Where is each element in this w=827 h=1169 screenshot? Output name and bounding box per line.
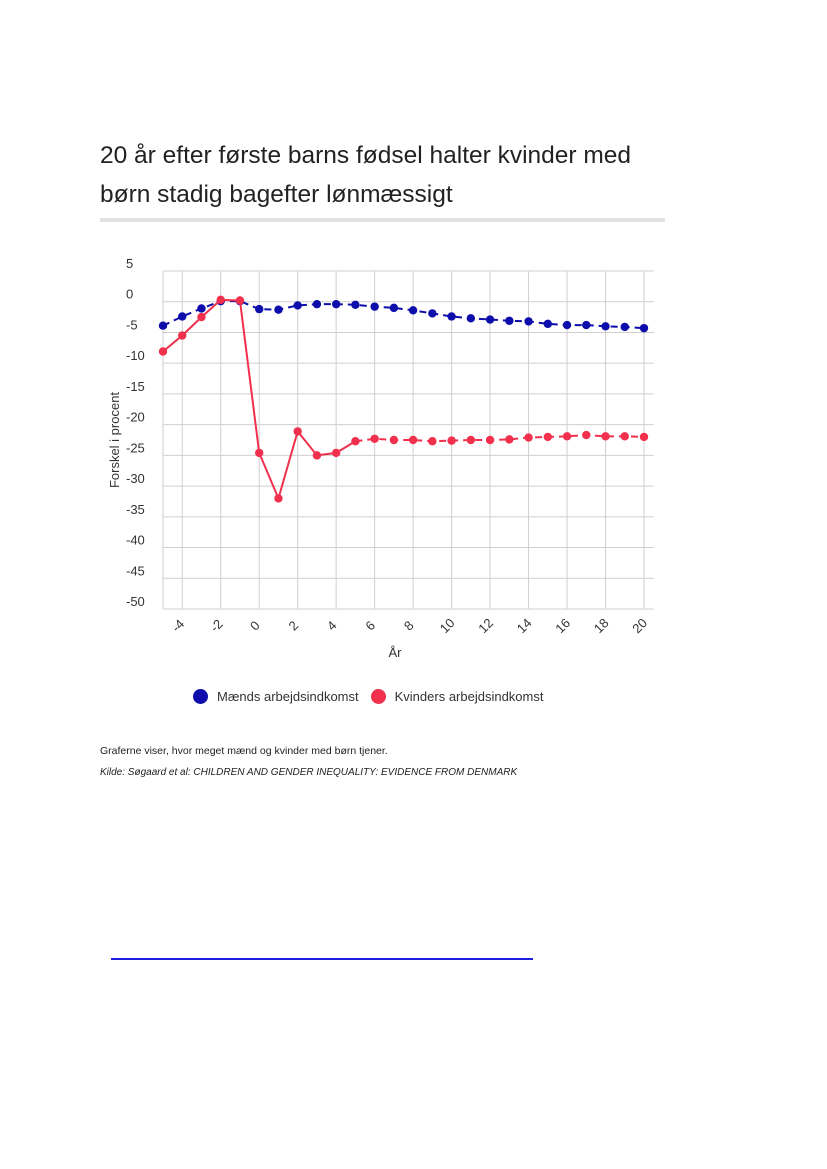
data-point-women	[447, 436, 456, 445]
series-line-men	[162, 300, 645, 330]
data-point-men	[197, 304, 206, 313]
chart-title: 20 år efter første barns fødsel halter k…	[100, 142, 632, 208]
data-point-men	[620, 322, 629, 332]
data-point-women	[312, 451, 322, 460]
y-tick-label: -45	[126, 563, 145, 578]
y-tick-label: -35	[126, 502, 145, 517]
data-point-women	[505, 435, 514, 444]
legend-swatch-women	[370, 689, 386, 704]
data-point-men	[408, 306, 418, 315]
data-point-men	[274, 305, 283, 314]
data-point-men	[293, 301, 302, 310]
data-point-men	[466, 314, 476, 323]
data-point-women	[389, 435, 399, 445]
data-point-women	[466, 435, 476, 445]
data-point-women	[331, 448, 341, 458]
x-tick-label: 0	[247, 618, 263, 634]
data-point-women	[158, 347, 168, 356]
y-tick-labels: 5 0 -5 -10 -15 -20 -25 -30 -35 -40 -45 -50	[126, 256, 145, 609]
data-point-men	[601, 322, 610, 331]
y-tick-label: -50	[126, 594, 145, 609]
y-tick-label: -30	[126, 471, 145, 486]
data-point-women	[216, 295, 225, 305]
data-point-women	[543, 432, 552, 442]
x-tick-label: 18	[591, 615, 612, 636]
data-point-women	[197, 312, 206, 322]
y-tick-label: 0	[126, 287, 133, 302]
x-tick-label: 10	[437, 615, 458, 636]
y-axis-label: Forskel i procent	[107, 392, 122, 488]
x-tick-labels: -4 -2 0 2 4 6 8 10 12 14 16 18 20	[168, 615, 650, 636]
chart-legend: Mænds arbejdsindkomst Kvinders arbejdsin…	[193, 689, 555, 704]
y-tick-label: -20	[126, 410, 145, 425]
x-axis-label: År	[389, 645, 403, 660]
y-tick-label: -40	[126, 533, 145, 548]
data-point-women	[293, 427, 302, 436]
x-tick-label: 14	[514, 615, 535, 636]
x-tick-label: 2	[285, 618, 301, 634]
data-point-women	[255, 448, 264, 458]
x-tick-label: -2	[207, 616, 226, 635]
line-chart: 50-5-10-15-20-25-30-35-40-45-50 -4 -2 0 2 4 6…	[107, 256, 654, 660]
y-tick-label: -5	[126, 317, 138, 332]
data-point-men	[639, 323, 649, 333]
data-point-men	[485, 315, 495, 324]
data-point-men	[389, 303, 399, 313]
chart-series	[158, 295, 649, 503]
chart-caption: Graferne viser, hvor meget mænd og kvind…	[100, 745, 388, 757]
x-tick-label: 8	[401, 618, 417, 634]
y-tick-label: -10	[126, 348, 145, 363]
legend-item-women[interactable]: Kvinders arbejdsindkomst	[370, 689, 544, 704]
x-tick-label: -4	[168, 616, 187, 635]
data-point-men	[428, 309, 437, 318]
data-point-women	[428, 437, 437, 446]
y-tick-label: -15	[126, 379, 145, 394]
data-point-men	[312, 299, 322, 309]
data-point-men	[505, 316, 514, 325]
data-point-men	[582, 320, 591, 330]
x-tick-label: 6	[362, 618, 378, 634]
legend-item-men[interactable]: Mænds arbejdsindkomst	[193, 689, 359, 704]
link-underline[interactable]	[111, 958, 533, 960]
data-point-men	[543, 319, 552, 329]
x-tick-label: 12	[475, 615, 496, 636]
x-tick-label: 16	[552, 615, 573, 636]
data-point-women	[639, 432, 649, 442]
data-point-men	[178, 312, 187, 321]
legend-label-men: Mænds arbejdsindkomst	[217, 689, 359, 704]
data-point-men	[351, 300, 360, 309]
legend-swatch-men	[193, 689, 208, 704]
data-point-women	[370, 434, 379, 443]
data-point-women	[582, 430, 591, 440]
data-point-men	[562, 320, 572, 330]
data-point-men	[331, 299, 341, 309]
data-point-women	[178, 331, 187, 340]
x-tick-label: 20	[629, 615, 650, 636]
title-divider	[100, 218, 665, 222]
data-point-men	[370, 302, 379, 311]
data-point-women	[620, 432, 629, 441]
y-tick-label: 5	[126, 256, 133, 271]
data-point-men	[158, 321, 168, 330]
data-point-women	[524, 433, 533, 442]
series-line-women-dashed	[355, 434, 645, 443]
chart-source: Kilde: Søgaard et al: CHILDREN AND GENDE…	[100, 767, 518, 778]
data-point-women	[485, 435, 495, 445]
y-tick-label: -25	[126, 440, 145, 455]
data-point-women	[235, 296, 245, 305]
data-point-women	[562, 432, 572, 441]
data-point-men	[255, 304, 264, 314]
x-tick-label: 4	[324, 618, 340, 634]
data-point-women	[274, 494, 283, 503]
legend-label-women: Kvinders arbejdsindkomst	[394, 689, 544, 704]
data-point-women	[601, 432, 610, 441]
data-point-men	[447, 312, 456, 321]
data-point-men	[524, 317, 533, 326]
data-point-women	[408, 435, 418, 445]
data-point-women	[351, 437, 360, 446]
